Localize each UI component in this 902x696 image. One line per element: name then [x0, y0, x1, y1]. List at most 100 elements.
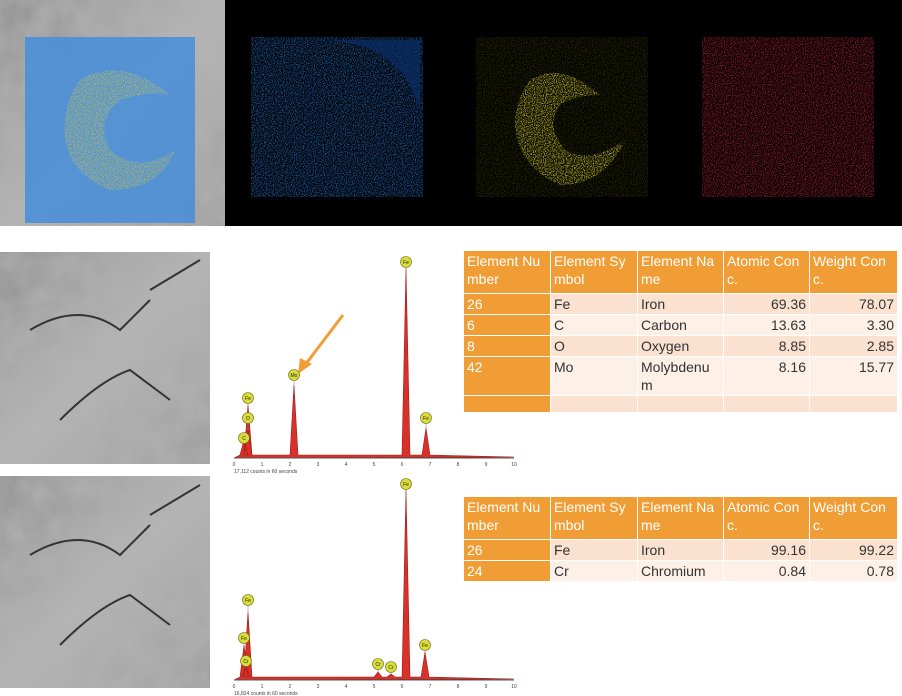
- peak-label: Fe: [403, 482, 409, 488]
- peak-marker: [238, 632, 250, 644]
- peak-marker: [400, 256, 412, 268]
- table-row: 6 C Carbon 13.63 3.30: [463, 314, 898, 336]
- axis-label: 10: [511, 684, 517, 690]
- axis-label: 1: [261, 462, 264, 468]
- table-cell: 8.85: [723, 335, 810, 357]
- table-cell: 2.85: [809, 335, 898, 357]
- table-cell: 0.78: [809, 560, 898, 582]
- table-cell: 13.63: [723, 314, 810, 336]
- table-cell: Weight Conc.: [809, 250, 898, 294]
- axis-label: 4: [345, 684, 348, 690]
- table-cell: 6: [463, 314, 551, 336]
- table-cell: Element Number: [463, 250, 551, 294]
- sem-texture: [0, 252, 210, 464]
- table-cell: 3.30: [809, 314, 898, 336]
- table-cell: Element Number: [463, 496, 551, 540]
- map-c: [515, 72, 625, 185]
- axis-label: 0: [233, 462, 236, 468]
- spectrum: [233, 489, 515, 681]
- peak-label: Cr: [243, 659, 249, 665]
- table-cell: Carbon: [637, 314, 724, 336]
- table-row: [463, 395, 898, 413]
- arrow-head: [298, 358, 312, 374]
- table-cell: C: [550, 314, 638, 336]
- peak-marker: [385, 661, 397, 673]
- element-table: Element Number Element Symbol Element Name…: [463, 496, 898, 582]
- axis-label: 3: [317, 462, 320, 468]
- table-row: Element Number Element Symbol Element Name…: [463, 250, 898, 294]
- table-cell: Atomic Conc.: [723, 250, 810, 294]
- table-cell: Iron: [637, 293, 724, 315]
- table-row: Element Number Element Symbol Element Name…: [463, 496, 898, 540]
- table-cell: 99.22: [809, 539, 898, 561]
- spectrum-caption: 16,824 counts in 60 seconds: [234, 691, 298, 696]
- crack: [29, 484, 201, 646]
- table-cell: 8.16: [723, 356, 810, 396]
- peak-label: O: [246, 416, 250, 422]
- table-cell: 0.84: [723, 560, 810, 582]
- axis-label: 8: [457, 684, 460, 690]
- table-cell: Oxygen: [637, 335, 724, 357]
- table-cell: 99.16: [723, 539, 810, 561]
- axis-label: 7: [429, 684, 432, 690]
- table-cell: [809, 395, 898, 413]
- table-cell: 8: [463, 335, 551, 357]
- table-cell: 15.77: [809, 356, 898, 396]
- axis-label: 10: [511, 462, 517, 468]
- overlay-blue: [25, 37, 195, 223]
- peak-label: C: [242, 436, 246, 442]
- peak-marker: [238, 432, 250, 444]
- element-table: Element Number Element Symbol Element Name…: [463, 250, 898, 413]
- table-cell: Element Name: [637, 496, 724, 540]
- axis-label: 1: [261, 684, 264, 690]
- table-row: 42 Mo Molybdenum 8.16 15.77: [463, 356, 898, 396]
- table-cell: Mo: [550, 356, 638, 396]
- table-cell: Chromium: [637, 560, 724, 582]
- axis-label: 2: [289, 684, 292, 690]
- overlay-yellow: [64, 70, 175, 190]
- axis-label: 2: [289, 462, 292, 468]
- table-cell: [637, 395, 724, 413]
- table-row: 26 Fe Iron 69.36 78.07: [463, 293, 898, 315]
- axis-label: 6: [401, 462, 404, 468]
- axis-label: 7: [429, 462, 432, 468]
- axis-label: 9: [485, 462, 488, 468]
- table-cell: 24: [463, 560, 551, 582]
- peak-label: Cr: [375, 662, 381, 668]
- sem-texture: [0, 476, 210, 688]
- axis-label: 6: [401, 684, 404, 690]
- table-cell: [463, 395, 551, 413]
- crack: [29, 259, 201, 421]
- peak-label: Fe: [423, 416, 429, 422]
- axis-label: 4: [345, 462, 348, 468]
- peak-marker: [372, 658, 384, 670]
- table-cell: Fe: [550, 539, 638, 561]
- peak-label: Fe: [422, 643, 428, 649]
- peak-marker: [288, 369, 300, 381]
- table-cell: [723, 395, 810, 413]
- table-row: 26 Fe Iron 99.16 99.22: [463, 539, 898, 561]
- table-cell: [550, 395, 638, 413]
- spectrum-caption: 17,112 counts in 60 seconds: [234, 469, 298, 475]
- table-cell: O: [550, 335, 638, 357]
- table-cell: Iron: [637, 539, 724, 561]
- table-cell: Molybdenum: [637, 356, 724, 396]
- peak-label: Cr: [388, 665, 394, 671]
- table-cell: Weight Conc.: [809, 496, 898, 540]
- peak-label: Fe: [241, 636, 247, 642]
- table-row: 24 Cr Chromium 0.84 0.78: [463, 560, 898, 582]
- table-row: 8 O Oxygen 8.85 2.85: [463, 335, 898, 357]
- peak-marker: [419, 639, 431, 651]
- table-cell: Cr: [550, 560, 638, 582]
- table-cell: 42: [463, 356, 551, 396]
- peak-marker: [400, 478, 412, 490]
- table-cell: 26: [463, 293, 551, 315]
- table-cell: 26: [463, 539, 551, 561]
- table-cell: Element Symbol: [550, 496, 638, 540]
- table-cell: 69.36: [723, 293, 810, 315]
- axis-label: 0: [233, 684, 236, 690]
- axis-label: 5: [373, 462, 376, 468]
- map-mo: [702, 37, 874, 197]
